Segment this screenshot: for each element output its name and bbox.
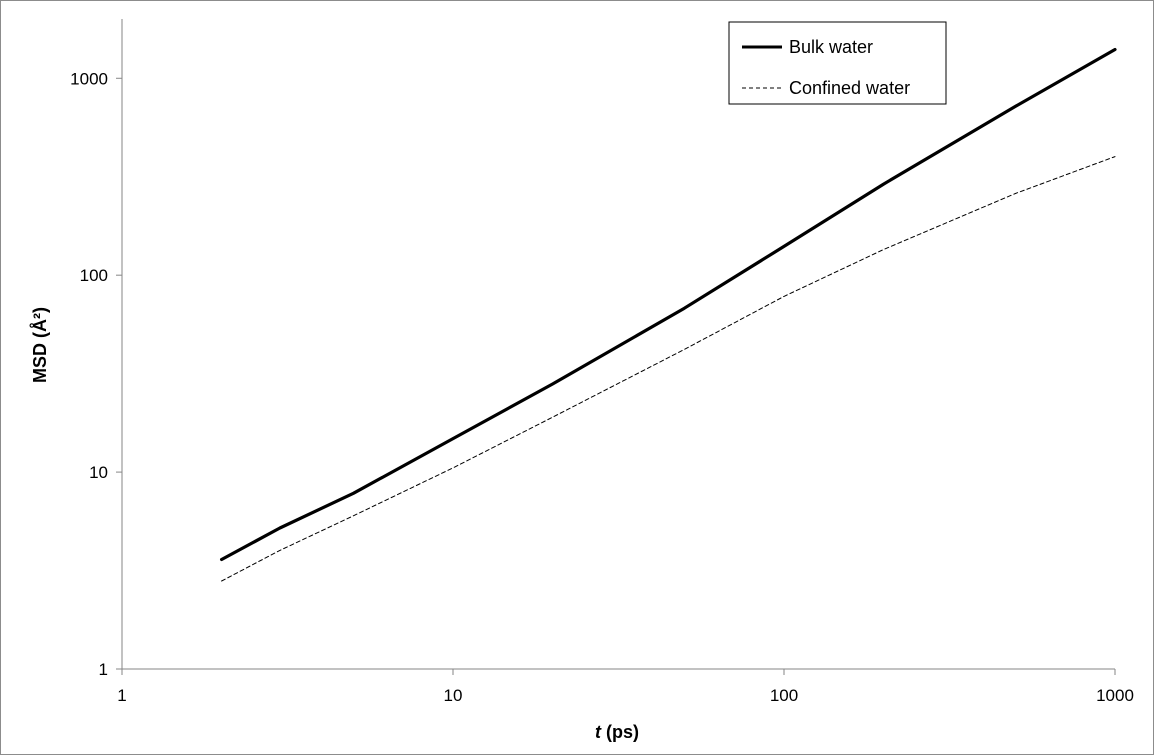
series-line-confined-water	[221, 156, 1116, 582]
legend-box	[728, 21, 947, 105]
ticks-group: 1 10 100 1000 1 10 100 1000	[70, 69, 1134, 705]
x-tick-label: 1000	[1096, 686, 1134, 705]
y-tick-label: 1000	[70, 69, 108, 88]
y-tick-label: 1	[99, 660, 108, 679]
axes-group	[121, 19, 1115, 670]
y-tick-label: 100	[80, 266, 108, 285]
y-tick-label: 10	[89, 463, 108, 482]
legend: Bulk water Confined water	[728, 21, 947, 105]
y-axis-title: MSD (Å²)	[30, 307, 50, 383]
x-tick-label: 1	[117, 686, 126, 705]
x-axis-title: t (ps)	[595, 722, 639, 742]
x-tick-label: 100	[770, 686, 798, 705]
series-group	[220, 47, 1117, 582]
legend-label-confined: Confined water	[789, 78, 910, 98]
series-line-bulk-water	[220, 47, 1117, 562]
x-tick-label: 10	[444, 686, 463, 705]
legend-label-bulk: Bulk water	[789, 37, 873, 57]
